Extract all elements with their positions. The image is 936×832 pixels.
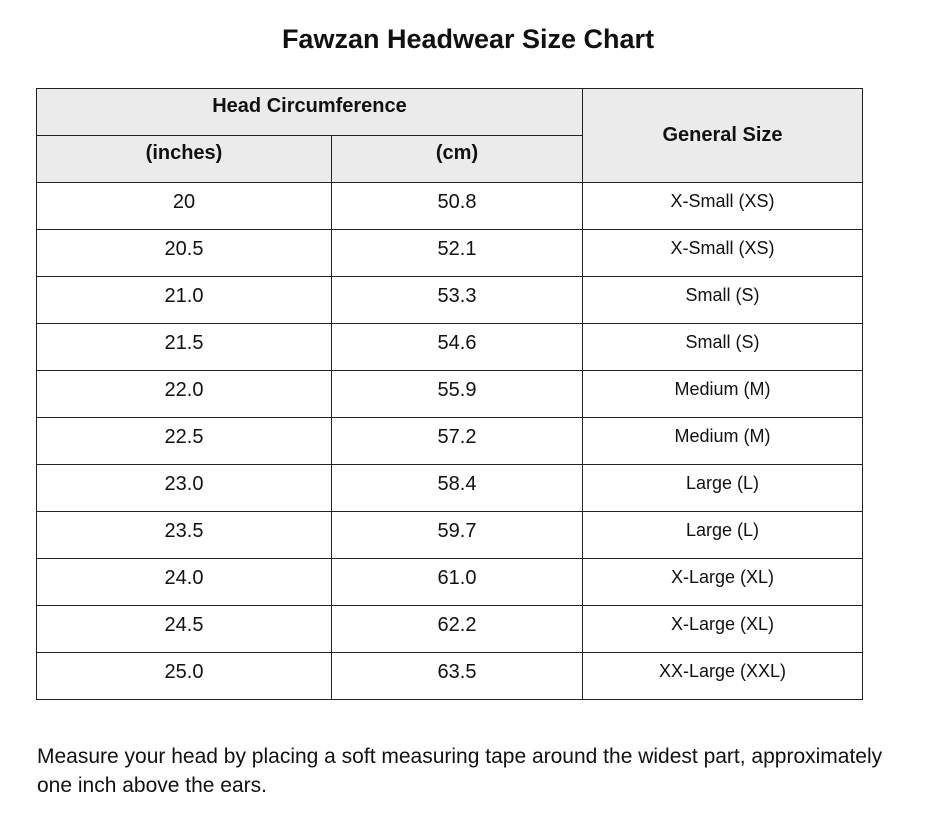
cell-inches: 22.5 (36, 417, 332, 465)
page-title: Fawzan Headwear Size Chart (281, 24, 655, 54)
cell-inches: 21.0 (36, 276, 332, 324)
cell-inches: 20 (36, 182, 332, 230)
cell-size: Small (S) (582, 276, 863, 324)
table-row: 25.0 63.5 XX-Large (XXL) (36, 652, 863, 700)
table-row: 22.5 57.2 Medium (M) (36, 417, 863, 465)
cell-cm: 62.2 (331, 605, 583, 653)
cell-size: X-Small (XS) (582, 229, 863, 277)
cell-inches: 21.5 (36, 323, 332, 371)
cell-cm: 53.3 (331, 276, 583, 324)
cell-cm: 55.9 (331, 370, 583, 418)
measurement-note: Measure your head by placing a soft meas… (37, 745, 883, 797)
cell-cm: 52.1 (331, 229, 583, 277)
size-chart-table: Head Circumference General Size (inches)… (36, 88, 863, 700)
cell-inches: 23.0 (36, 464, 332, 512)
table-row: 23.5 59.7 Large (L) (36, 511, 863, 559)
cell-size: XX-Large (XXL) (582, 652, 863, 700)
table-row: 24.5 62.2 X-Large (XL) (36, 605, 863, 653)
cell-size: X-Small (XS) (582, 182, 863, 230)
cell-size: X-Large (XL) (582, 605, 863, 653)
cell-inches: 24.0 (36, 558, 332, 606)
cell-cm: 61.0 (331, 558, 583, 606)
cell-cm: 54.6 (331, 323, 583, 371)
cell-cm: 59.7 (331, 511, 583, 559)
cell-inches: 22.0 (36, 370, 332, 418)
cell-size: X-Large (XL) (582, 558, 863, 606)
table-row: 24.0 61.0 X-Large (XL) (36, 558, 863, 606)
table-row: 20.5 52.1 X-Small (XS) (36, 229, 863, 277)
cell-size: Medium (M) (582, 417, 863, 465)
cell-size: Large (L) (582, 464, 863, 512)
cell-cm: 58.4 (331, 464, 583, 512)
cell-inches: 20.5 (36, 229, 332, 277)
table-row: 22.0 55.9 Medium (M) (36, 370, 863, 418)
cell-size: Medium (M) (582, 370, 863, 418)
cell-cm: 50.8 (331, 182, 583, 230)
cell-cm: 57.2 (331, 417, 583, 465)
cell-inches: 24.5 (36, 605, 332, 653)
header-head-circumference: Head Circumference (36, 88, 583, 136)
header-cm: (cm) (331, 135, 583, 183)
table-row: 23.0 58.4 Large (L) (36, 464, 863, 512)
header-inches: (inches) (36, 135, 332, 183)
cell-size: Small (S) (582, 323, 863, 371)
cell-inches: 23.5 (36, 511, 332, 559)
table-row: 21.0 53.3 Small (S) (36, 276, 863, 324)
header-general-size: General Size (582, 88, 863, 183)
table-row: 21.5 54.6 Small (S) (36, 323, 863, 371)
cell-size: Large (L) (582, 511, 863, 559)
cell-inches: 25.0 (36, 652, 332, 700)
table-row: 20 50.8 X-Small (XS) (36, 182, 863, 230)
cell-cm: 63.5 (331, 652, 583, 700)
